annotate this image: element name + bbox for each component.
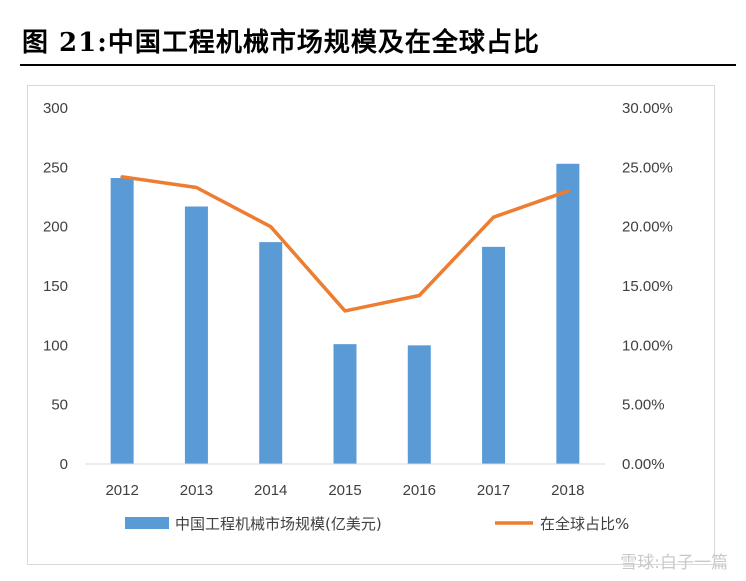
legend-label-bar: 中国工程机械市场规模(亿美元) (175, 515, 382, 533)
y-left-tick-label: 200 (43, 219, 68, 236)
y-right-tick-label: 5.00% (622, 397, 665, 414)
watermark-footer: 雪球:白子一篇 (620, 553, 728, 573)
bar (333, 344, 357, 464)
y-left-tick-label: 150 (43, 278, 68, 295)
x-tick-label: 2017 (477, 482, 510, 499)
legend-label-line: 在全球占比% (540, 515, 629, 533)
title-divider (20, 64, 736, 66)
y-left-tick-label: 100 (43, 337, 68, 354)
bar (110, 178, 134, 464)
y-right-tick-label: 20.00% (622, 219, 673, 236)
y-right-tick-label: 10.00% (622, 337, 673, 354)
y-left-tick-label: 300 (43, 100, 68, 117)
x-tick-label: 2015 (328, 482, 361, 499)
y-right-tick-label: 30.00% (622, 100, 673, 117)
y-right-tick-label: 25.00% (622, 159, 673, 176)
y-left-tick-label: 0 (60, 456, 68, 473)
y-left-tick-label: 250 (43, 159, 68, 176)
bar (184, 206, 208, 464)
bar (556, 163, 580, 465)
x-tick-label: 2018 (551, 482, 584, 499)
bar (407, 345, 431, 464)
x-tick-label: 2014 (254, 482, 287, 499)
figure-title: 图 21:中国工程机械市场规模及在全球占比 (22, 28, 540, 58)
y-right-tick-label: 15.00% (622, 278, 673, 295)
chart-frame (27, 85, 715, 565)
x-tick-label: 2013 (180, 482, 213, 499)
bar (259, 242, 283, 464)
legend-swatch-bar (125, 517, 169, 529)
x-tick-label: 2016 (403, 482, 436, 499)
y-right-tick-label: 0.00% (622, 456, 665, 473)
y-left-tick-label: 50 (51, 397, 68, 414)
bar (482, 246, 506, 464)
x-tick-label: 2012 (105, 482, 138, 499)
